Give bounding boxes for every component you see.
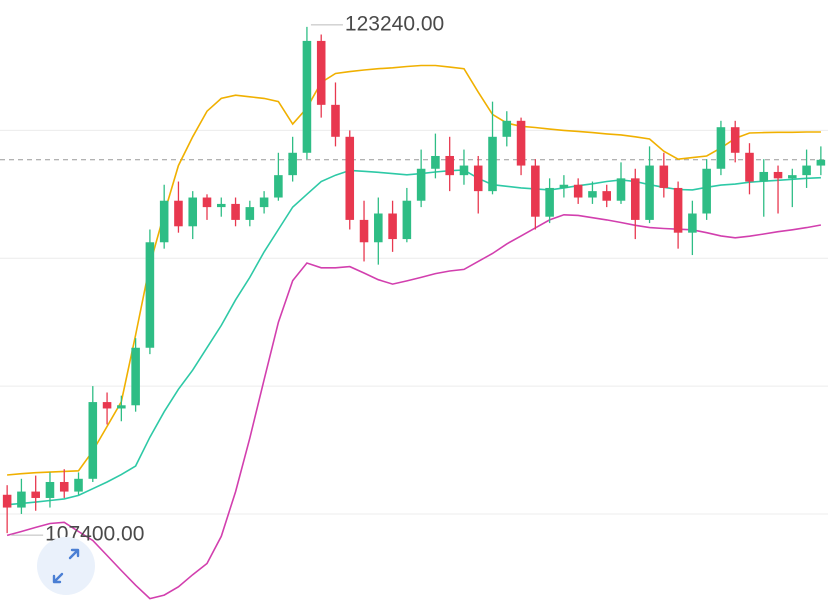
candle-body: [131, 347, 140, 406]
candle-body: [188, 197, 198, 227]
candle-body: [388, 213, 397, 240]
candle-body: [245, 207, 255, 220]
candle-body: [431, 155, 440, 169]
candle-body: [702, 168, 711, 214]
candle-body: [688, 213, 697, 233]
candle-body: [730, 127, 740, 153]
candle-body: [716, 127, 726, 169]
band-middle: [7, 169, 821, 506]
candle-body: [174, 200, 183, 227]
expand-button-bg[interactable]: [37, 537, 95, 595]
candle-body: [202, 197, 212, 208]
candle-body: [145, 242, 155, 348]
candle-body: [773, 171, 783, 179]
candle-body: [31, 491, 40, 498]
candle-body: [616, 178, 626, 201]
candle-body: [816, 159, 826, 166]
candle-body: [573, 184, 583, 198]
candle-body: [759, 171, 769, 182]
candle-body: [102, 402, 112, 409]
candle-body: [2, 494, 12, 508]
candle-body: [274, 175, 283, 198]
candle-body: [502, 120, 512, 137]
candle-body: [216, 203, 226, 208]
candle-body: [117, 405, 126, 409]
candle-body: [331, 104, 340, 137]
candle-body: [316, 40, 326, 105]
candle-body: [516, 120, 526, 166]
expand-icon: [52, 548, 80, 584]
candle-body: [416, 168, 426, 201]
expand-button[interactable]: [37, 537, 95, 595]
candle-body: [630, 178, 640, 220]
candle-body: [559, 184, 569, 188]
candle-body: [802, 165, 811, 176]
band-upper: [7, 64, 821, 476]
candle-body: [345, 136, 355, 220]
candle-body: [402, 200, 412, 240]
candle-body: [45, 481, 55, 498]
candle-body: [59, 481, 69, 492]
annotation-label: 123240.00: [345, 12, 444, 35]
candle-body: [545, 187, 554, 217]
candle-body: [259, 197, 269, 208]
candle-body: [88, 402, 98, 479]
candle-body: [673, 187, 683, 233]
candle-body: [531, 165, 540, 217]
candle-body: [645, 165, 654, 220]
candle-body: [374, 213, 383, 243]
bands-layer: [6, 64, 822, 600]
candle-body: [17, 491, 26, 508]
candle-body: [602, 191, 612, 201]
candle-body: [231, 203, 240, 220]
candles-layer: [2, 26, 826, 534]
candle-body: [788, 175, 797, 179]
band-lower: [6, 213, 822, 600]
candle-body: [588, 191, 597, 198]
candle-body: [473, 165, 483, 192]
candle-body: [302, 40, 312, 153]
candle-body: [288, 152, 297, 176]
candle-body: [445, 155, 454, 176]
candle-body: [488, 136, 497, 192]
candle-body: [74, 478, 83, 492]
candle-body: [659, 165, 669, 188]
candle-body: [745, 152, 754, 182]
candle-body: [459, 165, 469, 176]
candle-body: [159, 200, 169, 243]
candle-body: [359, 219, 369, 243]
